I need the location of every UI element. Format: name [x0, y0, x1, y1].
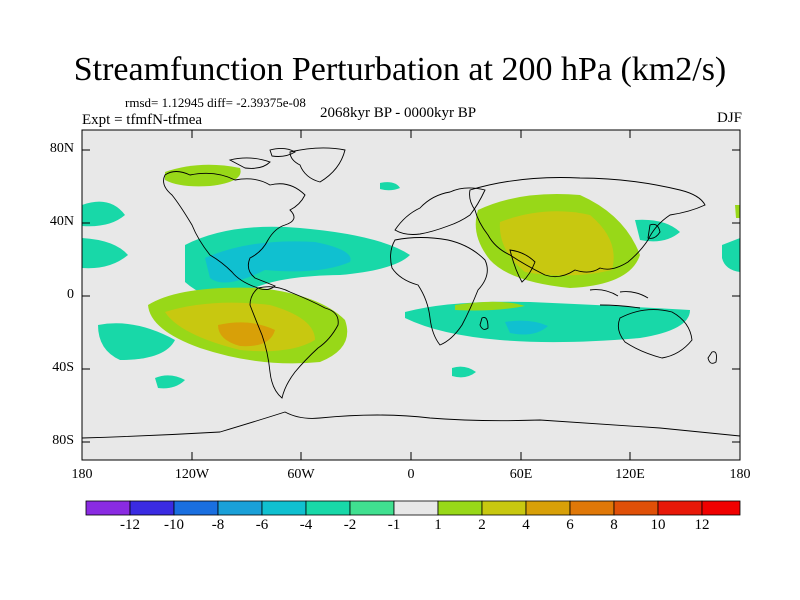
- lon-label-60w: 60W: [287, 467, 315, 482]
- colorbar: [85, 500, 741, 516]
- contour-patch-dateline-teal: [722, 238, 740, 272]
- coastlines: [82, 147, 740, 439]
- stats-line: rmsd= 1.12945 diff= -2.39375e-08: [125, 95, 306, 110]
- contour-fields: [82, 164, 740, 389]
- contour-patch-ne-pac-green: [735, 205, 740, 218]
- colorbar-box-9: [481, 500, 527, 516]
- axis-ticks: [82, 130, 740, 460]
- colorbar-box-14: [701, 500, 741, 516]
- colorbar-box-1: [129, 500, 175, 516]
- colorbar-box-2: [173, 500, 219, 516]
- coast-south-america: [249, 286, 339, 399]
- coast-madagascar: [479, 317, 489, 330]
- colorbar-label: 2: [478, 517, 486, 533]
- lon-label-60e: 60E: [509, 467, 533, 482]
- contour-patch-sio-cyan: [505, 320, 548, 335]
- contour-patch-spac-south-teal: [155, 375, 185, 389]
- coast-japan: [647, 223, 661, 239]
- colorbar-box-8: [437, 500, 483, 516]
- contour-patch-sio-teal: [405, 301, 690, 343]
- lon-label-120w: 120W: [174, 467, 210, 482]
- colorbar-box-7: [393, 500, 439, 516]
- colorbar-label: -10: [164, 517, 184, 533]
- contour-patch-caribbean-cyan: [205, 241, 351, 283]
- contour-patch-sa-green: [452, 366, 476, 378]
- contour-patch-arctic-teal: [380, 182, 400, 191]
- colorbar-box-0: [85, 500, 131, 516]
- colorbar-label: -2: [343, 517, 357, 533]
- lon-label-180w: 180: [71, 467, 93, 482]
- colorbar-label: 10: [650, 517, 666, 533]
- coast-asia: [469, 177, 706, 278]
- colorbar-box-12: [613, 500, 659, 516]
- experiment-label: Expt = tfmfN-tfmea: [82, 112, 203, 128]
- coast-arctic-islands: [228, 147, 296, 169]
- contour-patch-japan-teal: [635, 219, 680, 242]
- colorbar-label: -12: [120, 517, 140, 533]
- coast-india: [509, 249, 536, 283]
- colorbar-box-5: [305, 500, 351, 516]
- contour-patch-asia-yellow: [499, 211, 614, 276]
- contour-patch-wpac-teal: [82, 238, 128, 269]
- coast-new-zealand: [707, 351, 717, 364]
- lat-label-80n: 80N: [49, 141, 74, 156]
- coast-europe: [394, 187, 486, 235]
- coast-africa: [390, 237, 488, 346]
- contour-patch-spac-orange: [218, 322, 275, 347]
- lat-label-0: 0: [67, 287, 74, 302]
- coast-australia: [617, 309, 693, 359]
- colorbar-label: 8: [610, 517, 618, 533]
- colorbar-box-3: [217, 500, 263, 516]
- contour-patch-npac-teal: [82, 201, 125, 227]
- colorbar-box-13: [657, 500, 703, 516]
- colorbar-label: -6: [255, 517, 269, 533]
- colorbar-label: -1: [387, 517, 401, 533]
- colorbar-label: -4: [299, 517, 313, 533]
- colorbar-box-10: [525, 500, 571, 516]
- lat-label-40s: 40S: [52, 360, 74, 375]
- colorbar-box-11: [569, 500, 615, 516]
- plot-title: Streamfunction Perturbation at 200 hPa (…: [73, 51, 727, 88]
- colorbar-box-4: [261, 500, 307, 516]
- colorbar-label: 6: [566, 517, 574, 533]
- lat-label-40n: 40N: [49, 214, 74, 229]
- colorbar-label: 4: [522, 517, 530, 533]
- lat-label-80s: 80S: [52, 433, 74, 448]
- coast-antarctica: [82, 411, 740, 439]
- colorbar-box-6: [349, 500, 395, 516]
- colorbar-label: 1: [434, 517, 442, 533]
- coast-greenland: [289, 147, 346, 183]
- contour-patch-spac-west-teal: [98, 323, 175, 360]
- season-label: DJF: [716, 110, 742, 126]
- coast-north-america: [163, 171, 306, 291]
- lon-label-120e: 120E: [615, 467, 645, 482]
- colorbar-label: 12: [694, 517, 710, 533]
- lon-label-0: 0: [407, 467, 415, 482]
- contour-patch-arctic-green: [165, 164, 241, 187]
- coast-indonesia: [589, 289, 649, 309]
- lon-label-180e: 180: [729, 467, 751, 482]
- period-label: 2068kyr BP - 0000kyr BP: [320, 105, 477, 121]
- colorbar-label: -8: [211, 517, 225, 533]
